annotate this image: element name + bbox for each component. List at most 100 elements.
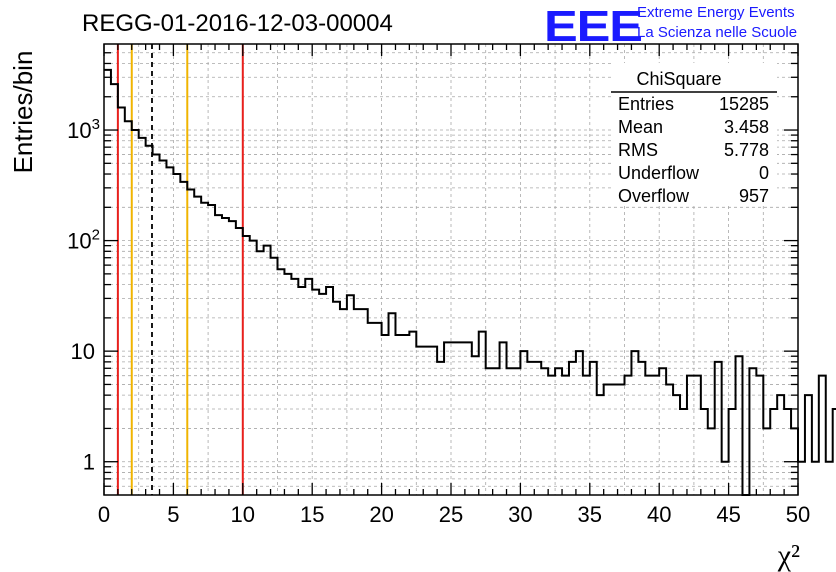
histogram-bin	[680, 409, 687, 495]
x-ticks: 0 5 10 15 20 25 30 35 40 45 50	[98, 44, 810, 527]
y-ticks: 1 10 102 103	[67, 52, 798, 487]
histogram-bin	[611, 384, 618, 495]
x-tick-label: 25	[439, 502, 463, 527]
stats-row-value: 0	[759, 163, 769, 183]
histogram-bin	[166, 167, 173, 495]
histogram-bin	[146, 146, 153, 495]
histogram-bin	[250, 241, 257, 495]
histogram-bin	[118, 107, 125, 495]
histogram-bin	[382, 335, 389, 495]
x-tick-label: 10	[231, 502, 255, 527]
histogram-bin	[513, 368, 520, 495]
histogram-bin	[243, 236, 250, 495]
histogram-bin	[618, 384, 625, 495]
histogram-bin	[541, 368, 548, 495]
histogram-bin	[402, 335, 409, 495]
histogram-bin	[722, 462, 729, 495]
logo-line-1: Extreme Energy Events	[637, 4, 795, 21]
histogram-bin	[257, 251, 264, 495]
x-tick-label: 5	[167, 502, 179, 527]
histogram-bin	[583, 376, 590, 495]
histogram-bin	[153, 155, 160, 495]
histogram-bin	[416, 347, 423, 495]
histogram-bin	[812, 462, 819, 495]
histogram-bin	[423, 347, 430, 495]
histogram-bin	[305, 279, 312, 495]
histogram-bin	[548, 376, 555, 495]
stats-row-value: 15285	[719, 94, 769, 114]
histogram-bin	[194, 197, 201, 495]
x-tick-label: 40	[647, 502, 671, 527]
x-tick-label: 30	[508, 502, 532, 527]
stats-box: ChiSquare Entries 15285 Mean 3.458 RMS 5.778 Un…	[611, 63, 777, 206]
y-tick-label: 1	[83, 450, 95, 475]
histogram-bin	[451, 342, 458, 495]
histogram-bin	[132, 130, 139, 495]
histogram-bin	[479, 332, 486, 495]
histogram-bin	[777, 395, 784, 495]
histogram-bin	[333, 302, 340, 495]
histogram-bin	[271, 258, 278, 495]
histogram-bin	[701, 409, 708, 495]
histogram-bin	[458, 342, 465, 495]
histogram-bin	[770, 409, 777, 495]
histogram-bin	[604, 384, 611, 495]
run-title: REGG-01-2016-12-03-00004	[82, 10, 393, 37]
histogram-bin	[104, 70, 111, 495]
histogram-bin	[173, 174, 180, 495]
x-tick-label: 0	[98, 502, 110, 527]
histogram-bin	[465, 342, 472, 495]
stats-row-value: 5.778	[724, 140, 769, 160]
y-tick-label: 103	[67, 116, 100, 143]
histogram-bin	[298, 287, 305, 495]
histogram-bin	[180, 182, 187, 495]
histogram-bin	[486, 368, 493, 495]
histogram-bin	[430, 347, 437, 495]
histogram-bin	[375, 323, 382, 495]
histogram-bin	[395, 335, 402, 495]
histogram-bin	[784, 409, 791, 495]
x-tick-label: 35	[578, 502, 602, 527]
histogram-bin	[125, 121, 132, 495]
histogram-bin	[312, 290, 319, 495]
histogram-bin	[236, 228, 243, 495]
x-tick-label: 45	[716, 502, 740, 527]
histogram-bin	[798, 462, 805, 495]
histogram-bin	[749, 368, 756, 495]
histogram-bin	[222, 218, 229, 495]
histogram-bin	[347, 295, 354, 495]
histogram-bin	[215, 215, 222, 495]
histogram-bin	[756, 376, 763, 495]
histogram-bin	[534, 362, 541, 495]
histogram-bin	[555, 368, 562, 495]
histogram-bin	[569, 362, 576, 495]
histogram-bin	[805, 395, 812, 495]
histogram-bin	[187, 189, 194, 495]
histogram-bin	[819, 376, 826, 495]
histogram-bin	[562, 376, 569, 495]
histogram-bin	[361, 309, 368, 495]
histogram-bin	[645, 376, 652, 495]
histogram-bin	[576, 351, 583, 495]
stats-row-label: Underflow	[618, 163, 700, 183]
logo-line-2: La Scienza nelle Scuole	[637, 24, 798, 41]
histogram-bin	[291, 279, 298, 495]
x-axis-label: χ²	[777, 539, 800, 572]
stats-row-value: 3.458	[724, 117, 769, 137]
histogram-bin	[472, 356, 479, 495]
y-tick-label: 10	[71, 339, 95, 364]
histogram-bin	[500, 342, 507, 495]
histogram-bin	[590, 362, 597, 495]
histogram-bin	[340, 309, 347, 495]
histogram-bin	[659, 368, 666, 495]
x-tick-label: 20	[369, 502, 393, 527]
histogram-bin	[493, 368, 500, 495]
stats-box-bg	[611, 63, 777, 205]
histogram-bin	[111, 84, 118, 495]
histogram-bin	[409, 332, 416, 495]
histogram-bin	[229, 221, 236, 495]
stats-row-value: 957	[739, 186, 769, 206]
histogram-bin	[264, 246, 271, 495]
histogram-bin	[597, 395, 604, 495]
y-tick-label: 102	[67, 227, 100, 254]
